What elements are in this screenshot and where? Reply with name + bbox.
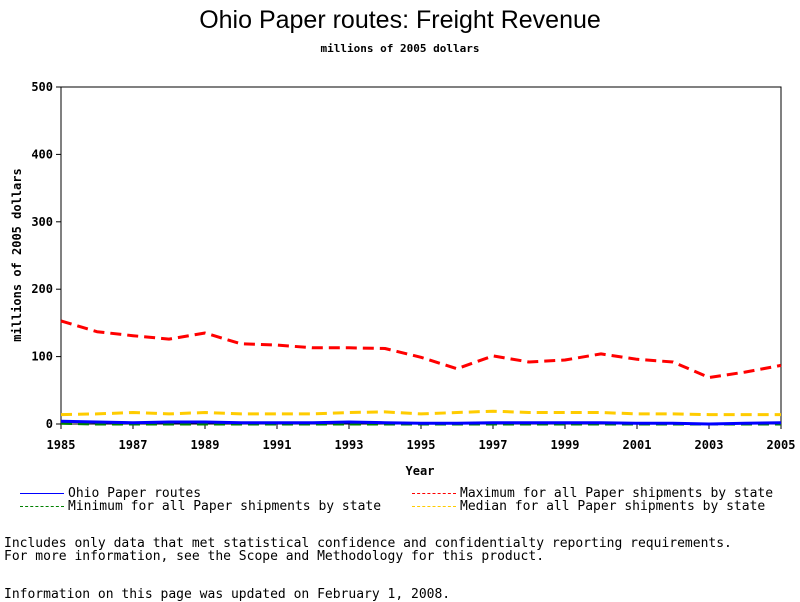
series-line-ohio <box>60 419 782 426</box>
y-tick-label: 400 <box>31 147 53 161</box>
y-tick-label: 300 <box>31 215 53 229</box>
chart-subtitle: millions of 2005 dollars <box>320 42 480 55</box>
update-note: Information on this page was updated on … <box>4 587 451 602</box>
legend-swatch-minimum <box>20 506 64 507</box>
x-axis-label: Year <box>406 464 435 478</box>
legend-label-median: Median for all Paper shipments by state <box>460 499 766 514</box>
x-axis: 1985 1987 1989 1991 1993 1995 1997 1999 2001 2003… <box>47 424 796 452</box>
chart-title: Ohio Paper routes: Freight Revenue <box>199 6 601 34</box>
legend-label-maximum: Maximum for all Paper shipments by state <box>460 486 774 501</box>
legend-swatch-ohio <box>20 493 64 494</box>
x-tick-label: 1989 <box>191 438 220 452</box>
legend-swatch-maximum <box>412 493 456 494</box>
x-tick-label: 2001 <box>623 438 652 452</box>
x-tick-label: 1993 <box>335 438 364 452</box>
y-tick-label: 500 <box>31 80 53 94</box>
legend-label-minimum: Minimum for all Paper shipments by state <box>68 499 382 514</box>
y-tick-label: 0 <box>46 417 53 431</box>
confidence-note: Includes only data that met statistical … <box>4 536 732 551</box>
x-tick-label: 1997 <box>479 438 508 452</box>
y-axis: 0 100 200 300 400 500 <box>31 80 61 431</box>
x-tick-label: 1991 <box>263 438 292 452</box>
series-lines <box>60 319 782 426</box>
plot-area-frame <box>60 86 782 425</box>
x-tick-label: 1987 <box>119 438 148 452</box>
x-tick-label: 2005 <box>767 438 796 452</box>
series-line-median <box>60 409 781 417</box>
legend-swatch-median <box>412 506 456 507</box>
series-line-maximum <box>60 319 782 379</box>
x-tick-label: 1985 <box>47 438 76 452</box>
legend-label-ohio: Ohio Paper routes <box>68 486 202 501</box>
y-tick-label: 200 <box>31 282 53 296</box>
x-tick-label: 1995 <box>407 438 436 452</box>
x-tick-label: 1999 <box>551 438 580 452</box>
x-tick-label: 2003 <box>695 438 724 452</box>
y-tick-label: 100 <box>31 350 53 364</box>
methodology-note: For more information, see the Scope and … <box>4 549 545 564</box>
y-axis-label: millions of 2005 dollars <box>10 168 24 341</box>
